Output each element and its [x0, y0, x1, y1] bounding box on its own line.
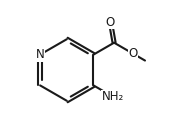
Text: O: O — [128, 47, 137, 60]
Text: N: N — [36, 48, 45, 61]
Text: O: O — [106, 16, 115, 29]
Text: NH₂: NH₂ — [102, 90, 124, 103]
